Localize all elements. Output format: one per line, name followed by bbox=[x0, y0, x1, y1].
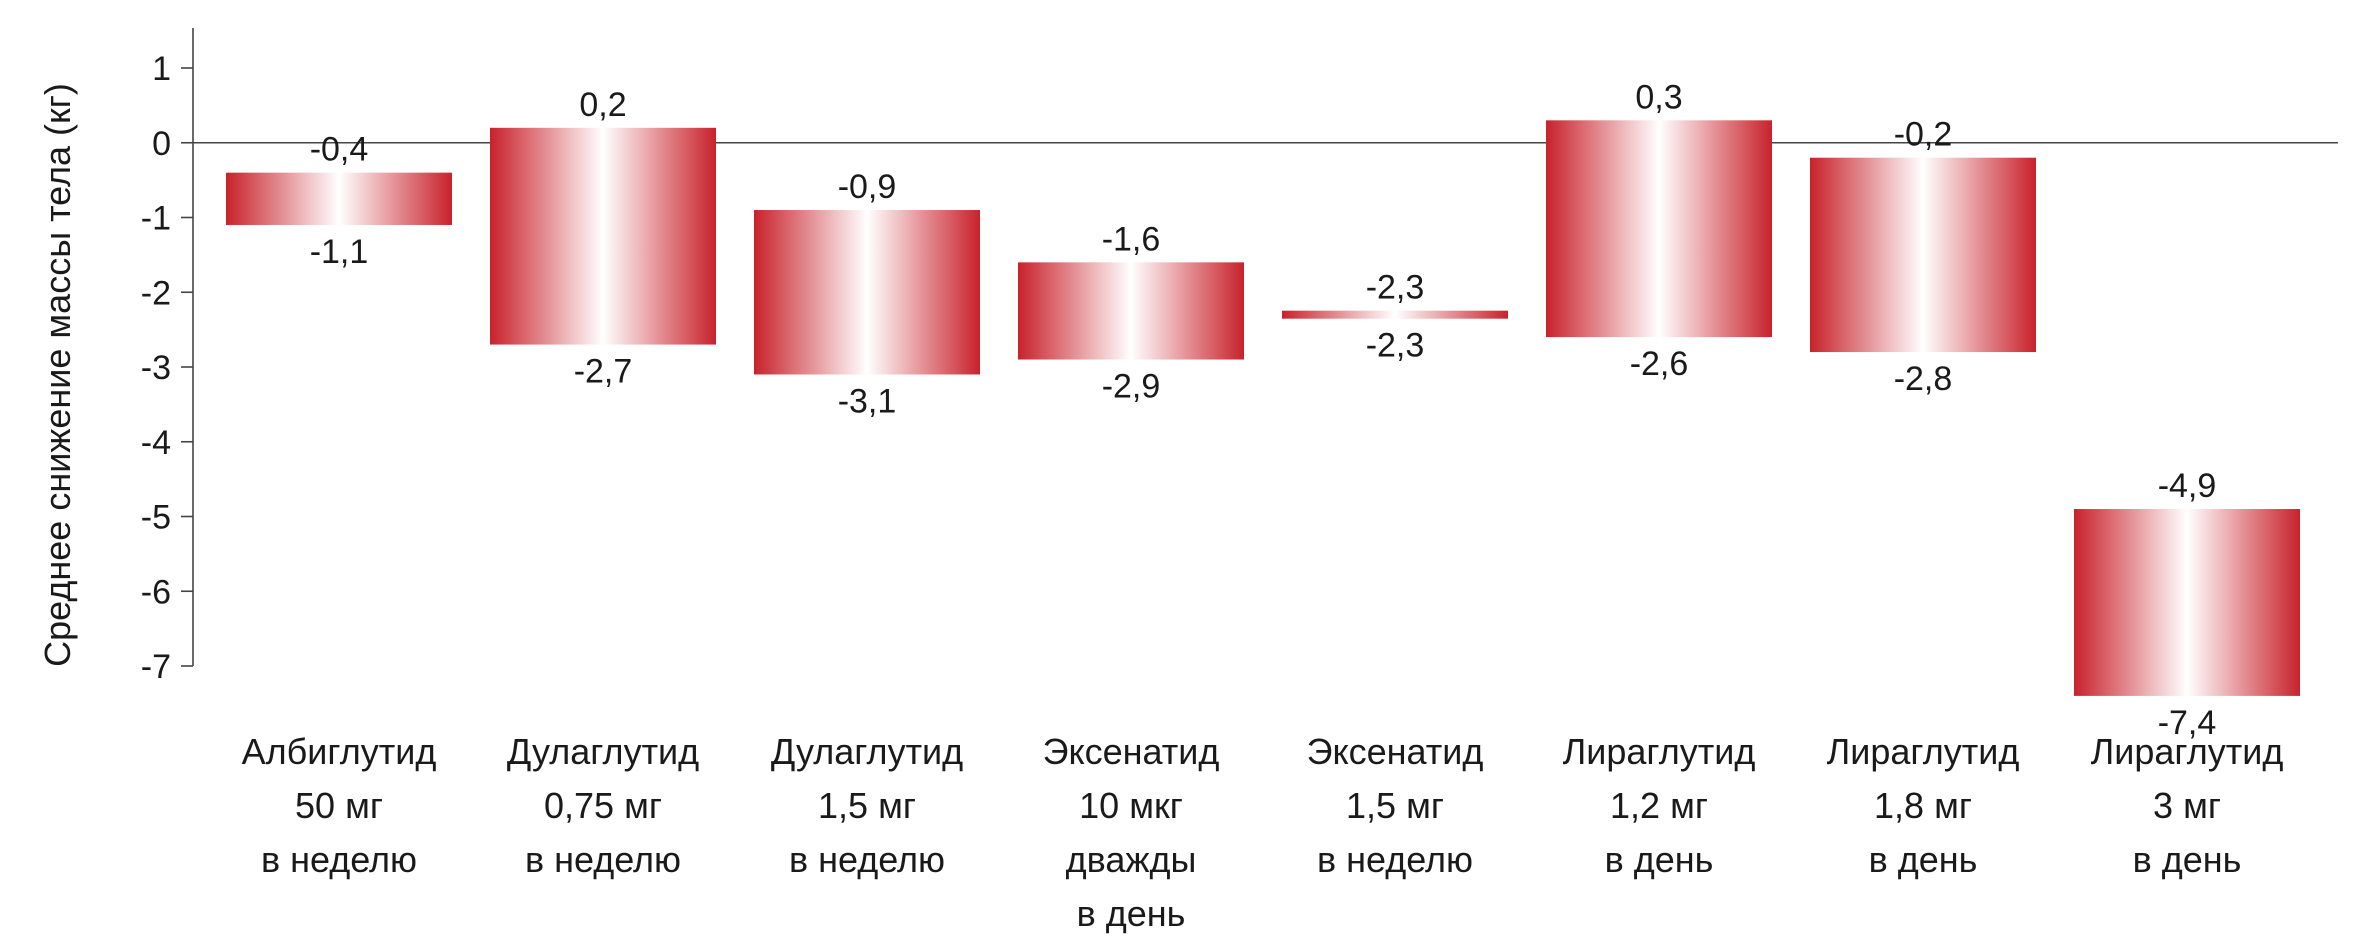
y-axis-title: Среднее снижение массы тела (кг) bbox=[37, 83, 78, 667]
category-label: в неделю bbox=[1317, 839, 1473, 880]
bar bbox=[754, 210, 980, 375]
category-label: Лираглутид bbox=[2091, 731, 2284, 772]
bar-bottom-label: -2,9 bbox=[1102, 368, 1161, 406]
category-label: в день bbox=[1077, 893, 1186, 934]
category-label: Албиглутид bbox=[242, 731, 437, 772]
category-label: 10 мкг bbox=[1079, 785, 1183, 826]
category-label: Дулаглутид bbox=[771, 731, 963, 772]
bar bbox=[1546, 120, 1772, 338]
category-label: Эксенатид bbox=[1043, 731, 1220, 772]
category-label: Эксенатид bbox=[1307, 731, 1484, 772]
bar-top-label: 0,3 bbox=[1635, 78, 1682, 116]
bars bbox=[226, 120, 2300, 696]
category-label: в неделю bbox=[525, 839, 681, 880]
bar bbox=[226, 172, 452, 225]
category-label: Лираглутид bbox=[1827, 731, 2020, 772]
bar-top-label: -0,4 bbox=[310, 131, 369, 169]
bar-top-label: 0,2 bbox=[579, 86, 626, 124]
bar-bottom-label: -3,1 bbox=[838, 382, 897, 420]
category-label: 1,5 мг bbox=[1346, 785, 1444, 826]
bar-bottom-label: -1,1 bbox=[310, 233, 369, 271]
bar-bottom-label: -2,8 bbox=[1894, 360, 1953, 398]
bar-top-label: -0,2 bbox=[1894, 116, 1953, 154]
category-label: 1,5 мг bbox=[818, 785, 916, 826]
category-label: в неделю bbox=[789, 839, 945, 880]
category-label: в день bbox=[1869, 839, 1978, 880]
category-label: в день bbox=[1605, 839, 1714, 880]
category-label: 1,8 мг bbox=[1874, 785, 1972, 826]
y-tick-label: -2 bbox=[141, 274, 171, 312]
category-label: в день bbox=[2133, 839, 2242, 880]
labels: -0,4 -1,1 Албиглутид 50 мг в неделю 0,2 -2,7 Ду… bbox=[242, 78, 2284, 934]
category-label: 0,75 мг bbox=[544, 785, 662, 826]
bar-top-label: -0,9 bbox=[838, 168, 897, 206]
category-label: 3 мг bbox=[2153, 785, 2221, 826]
bar-bottom-label: -2,3 bbox=[1366, 327, 1425, 365]
y-tick-label: -3 bbox=[141, 349, 171, 387]
category-label: дважды bbox=[1066, 839, 1197, 880]
y-tick-label: -1 bbox=[141, 200, 171, 238]
y-tick-label: 0 bbox=[152, 125, 171, 163]
category-label: Дулаглутид bbox=[507, 731, 699, 772]
y-tick-label: -5 bbox=[141, 499, 171, 537]
bar-bottom-label: -7,4 bbox=[2158, 704, 2217, 742]
y-tick-label: -7 bbox=[141, 648, 171, 686]
bar bbox=[1810, 157, 2036, 353]
bar bbox=[2074, 509, 2300, 696]
bar-top-label: -1,6 bbox=[1102, 220, 1161, 258]
y-tick-label: -4 bbox=[141, 424, 171, 462]
category-label: в неделю bbox=[261, 839, 417, 880]
bar-bottom-label: -2,6 bbox=[1630, 345, 1689, 383]
bar bbox=[490, 127, 716, 345]
bar-top-label: -2,3 bbox=[1366, 269, 1425, 307]
category-label: 1,2 мг bbox=[1610, 785, 1708, 826]
y-tick-label: -6 bbox=[141, 573, 171, 611]
bar-bottom-label: -2,7 bbox=[574, 353, 633, 391]
category-label: Лираглутид bbox=[1563, 731, 1756, 772]
bar-top-label: -4,9 bbox=[2158, 467, 2217, 505]
bar bbox=[1018, 262, 1244, 360]
y-tick-label: 1 bbox=[152, 50, 171, 88]
bar bbox=[1282, 310, 1508, 319]
category-label: 50 мг bbox=[295, 785, 383, 826]
